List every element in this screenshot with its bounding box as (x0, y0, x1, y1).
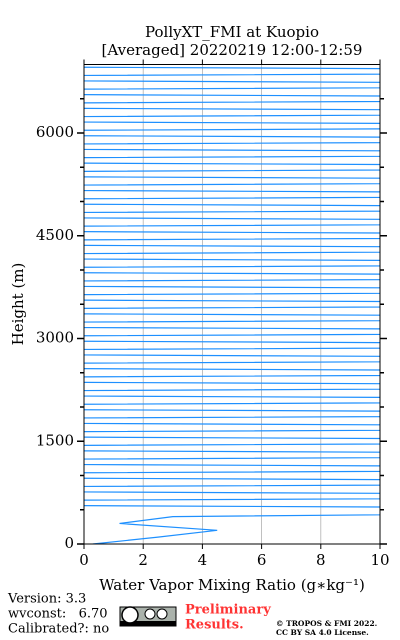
y-tick-label: 3000 (36, 329, 74, 347)
chart-subtitle: [Averaged] 20220219 12:00-12:59 (102, 41, 363, 59)
x-tick-label: 10 (370, 551, 389, 569)
plot-area (84, 64, 380, 544)
x-tick-label: 6 (257, 551, 267, 569)
y-tick-label: 4500 (36, 226, 74, 244)
x-tick-label: 8 (316, 551, 326, 569)
results: Results. (185, 618, 244, 633)
x-tick-label: 0 (79, 551, 89, 569)
chart-title: PollyXT_FMI at Kuopio (145, 23, 319, 41)
x-tick-label: 4 (198, 551, 208, 569)
x-axis-label: Water Vapor Mixing Ratio (g∗kg⁻¹) (99, 576, 365, 594)
y-axis-label: Height (m) (9, 263, 27, 346)
copyright: © TROPOS & FMI 2022. (276, 619, 377, 628)
license: CC BY SA 4.0 License. (276, 628, 369, 637)
version: Version: 3.3 (7, 592, 86, 607)
y-tick-label: 1500 (36, 431, 74, 449)
wvconst: wvconst: 6.70 (8, 607, 108, 622)
preliminary: Preliminary (185, 603, 271, 618)
x-tick-label: 2 (138, 551, 148, 569)
y-tick-label: 0 (64, 534, 74, 552)
calibrated: Calibrated?: no (8, 622, 109, 637)
y-tick-label: 6000 (36, 123, 74, 141)
cc-logo (119, 606, 177, 627)
